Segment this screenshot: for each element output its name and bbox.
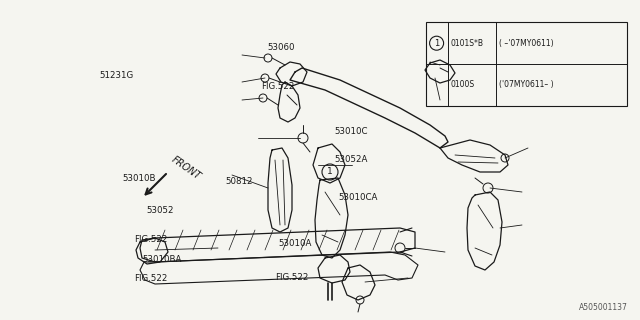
- Text: 0100S: 0100S: [451, 80, 475, 89]
- Text: 1: 1: [327, 167, 333, 177]
- Text: 53010CA: 53010CA: [338, 193, 378, 202]
- Bar: [426, 22, 627, 106]
- Circle shape: [298, 133, 308, 143]
- Text: 53052A: 53052A: [334, 155, 367, 164]
- Text: ('07MY0611– ): ('07MY0611– ): [499, 80, 553, 89]
- Text: 53010A: 53010A: [278, 239, 312, 248]
- Circle shape: [429, 36, 444, 50]
- Text: ( –'07MY0611): ( –'07MY0611): [499, 39, 553, 48]
- Text: 1: 1: [434, 39, 439, 48]
- Text: 53010C: 53010C: [334, 127, 367, 136]
- Circle shape: [261, 74, 269, 82]
- Text: FIG.522: FIG.522: [275, 273, 308, 282]
- Circle shape: [501, 154, 509, 162]
- Text: A505001137: A505001137: [579, 303, 628, 312]
- Text: 53010BA: 53010BA: [142, 255, 182, 264]
- Text: FIG.522: FIG.522: [261, 82, 294, 91]
- Text: FRONT: FRONT: [170, 154, 203, 182]
- Text: FIG.522: FIG.522: [134, 235, 168, 244]
- Text: 53010B: 53010B: [123, 174, 156, 183]
- Circle shape: [264, 54, 272, 62]
- Text: 0101S*B: 0101S*B: [451, 39, 484, 48]
- Text: 53052: 53052: [146, 206, 173, 215]
- Text: 51231G: 51231G: [99, 71, 134, 80]
- Text: 50812: 50812: [225, 177, 253, 186]
- Text: FIG.522: FIG.522: [134, 274, 168, 283]
- Circle shape: [259, 94, 267, 102]
- Circle shape: [395, 243, 405, 253]
- Circle shape: [322, 164, 338, 180]
- Circle shape: [483, 183, 493, 193]
- Text: 53060: 53060: [268, 43, 295, 52]
- Circle shape: [356, 296, 364, 304]
